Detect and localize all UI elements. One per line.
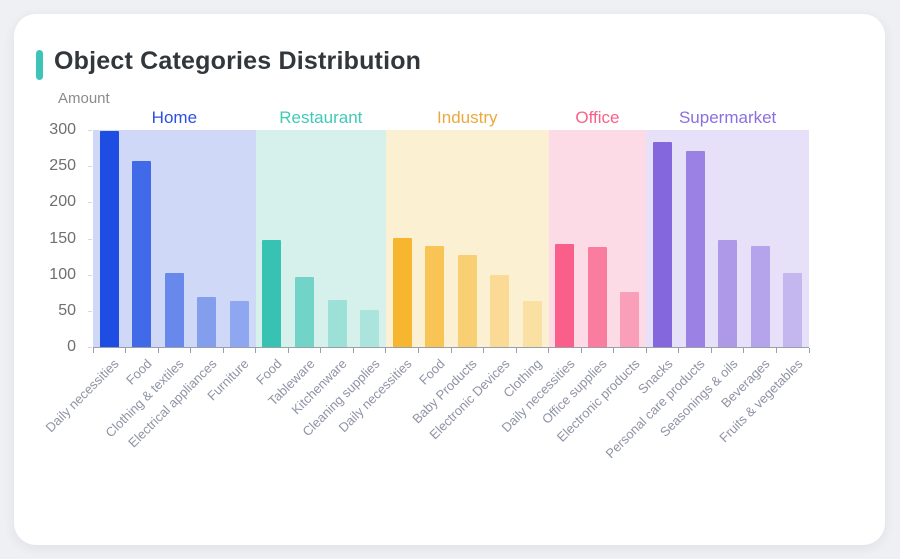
bar-industry-electronic-devices[interactable] — [490, 274, 510, 347]
bar-home-electrical-appliances[interactable] — [197, 297, 217, 347]
bar-home-food[interactable] — [132, 161, 152, 347]
group-label-home: Home — [151, 108, 198, 127]
bar-office-office-supplies[interactable] — [587, 247, 607, 347]
bar-supermarket-snacks[interactable] — [653, 141, 673, 347]
x-tick-mark — [287, 348, 289, 353]
y-tick-mark — [88, 310, 92, 312]
x-tick-mark — [548, 348, 550, 353]
bar-industry-clothing[interactable] — [522, 300, 542, 347]
x-tick-mark — [580, 348, 582, 353]
y-tick-label-0: 0 — [67, 338, 76, 355]
bar-restaurant-kitchenware[interactable] — [327, 299, 347, 347]
y-tick-mark — [88, 130, 92, 131]
bar-restaurant-cleaning-supplies[interactable] — [360, 310, 380, 347]
bar-office-electronic-products[interactable] — [620, 292, 640, 347]
bar-restaurant-tableware[interactable] — [295, 276, 315, 347]
x-tick-mark — [645, 348, 647, 353]
x-tick-mark — [92, 348, 94, 353]
y-tick-mark — [88, 202, 92, 204]
bar-home-clothing-textiles[interactable] — [164, 273, 184, 347]
band-restaurant — [255, 130, 386, 347]
plot-area — [92, 130, 810, 353]
x-tick-mark — [483, 348, 485, 353]
x-tick-mark — [320, 348, 322, 353]
x-tick-mark — [450, 348, 452, 353]
x-tick-mark — [157, 348, 159, 353]
y-axis-name: Amount — [58, 90, 110, 107]
x-tick-mark — [678, 348, 680, 353]
y-tick-label-150: 150 — [49, 229, 76, 247]
x-tick-mark — [255, 348, 257, 353]
band-office — [548, 130, 647, 347]
y-tick-label-250: 250 — [49, 157, 76, 175]
group-headers-row: Home Restaurant Industry Office Supermarket — [14, 108, 885, 132]
title-accent-bar — [36, 50, 43, 80]
group-label-restaurant: Restaurant — [279, 108, 363, 127]
bar-industry-baby-products[interactable] — [457, 255, 477, 347]
bar-home-daily-necessities[interactable] — [99, 131, 119, 347]
bar-industry-food[interactable] — [425, 246, 445, 347]
bar-supermarket-beverages[interactable] — [750, 245, 770, 347]
band-industry — [385, 130, 549, 347]
group-label-office: Office — [575, 108, 620, 127]
x-tick-mark — [710, 348, 712, 353]
band-home — [93, 130, 256, 347]
y-tick-label-100: 100 — [49, 265, 76, 283]
chart-card: Object Categories Distribution Amount Ho… — [14, 14, 885, 545]
bar-restaurant-food[interactable] — [262, 239, 282, 347]
y-tick-label-300: 300 — [49, 121, 76, 138]
x-tick-mark — [417, 348, 419, 353]
y-tick-mark — [88, 274, 92, 276]
x-tick-mark — [222, 348, 224, 353]
y-tick-mark — [88, 238, 92, 240]
y-tick-mark — [88, 347, 92, 348]
band-supermarket — [646, 130, 809, 347]
x-tick-mark — [125, 348, 127, 353]
x-axis-labels: Daily necessities Food Clothing & textiles… — [43, 356, 809, 526]
x-tick-mark — [808, 348, 810, 353]
x-axis-line — [93, 347, 809, 348]
x-tick-mark — [385, 348, 387, 353]
x-tick-mark — [775, 348, 777, 353]
x-tick-mark — [515, 348, 517, 353]
y-tick-mark — [88, 166, 92, 168]
bar-supermarket-fruits-vegetables[interactable] — [783, 273, 803, 347]
bar-supermarket-personal-care-products[interactable] — [685, 150, 705, 347]
y-tick-label-50: 50 — [58, 301, 76, 319]
chart-title: Object Categories Distribution — [54, 47, 422, 75]
x-tick-mark — [743, 348, 745, 353]
bar-office-daily-necessities[interactable] — [555, 243, 575, 347]
group-label-industry: Industry — [437, 108, 498, 127]
x-tick-mark — [613, 348, 615, 353]
bar-supermarket-seasonings-oils[interactable] — [718, 239, 738, 347]
bar-home-furniture[interactable] — [229, 300, 249, 347]
group-label-supermarket: Supermarket — [678, 108, 777, 127]
x-tick-mark — [190, 348, 192, 353]
x-tick-mark — [352, 348, 354, 353]
y-tick-label-200: 200 — [49, 193, 76, 211]
bar-industry-daily-necessities[interactable] — [392, 237, 412, 347]
